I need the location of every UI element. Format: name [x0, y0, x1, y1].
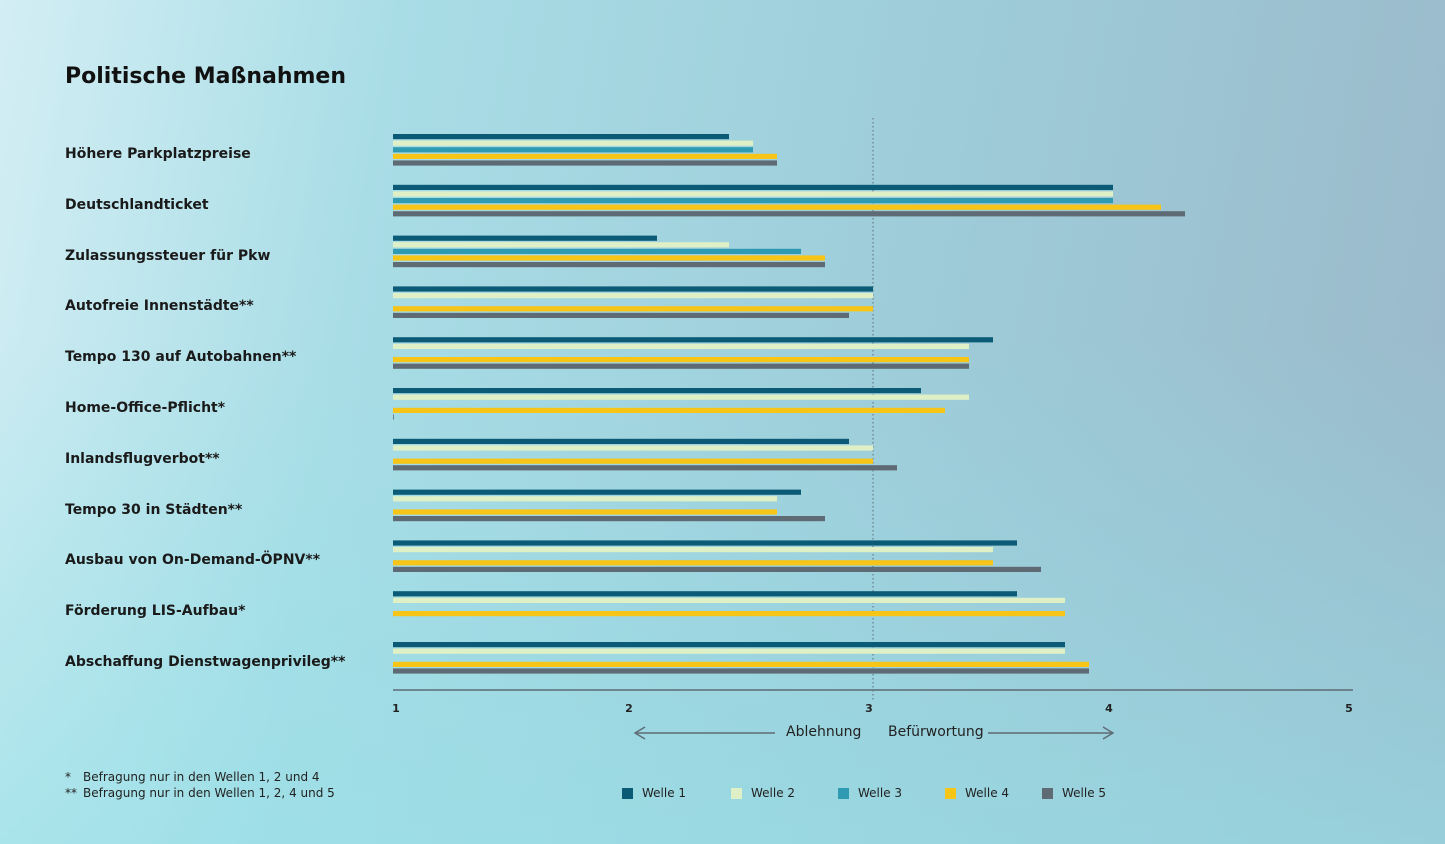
legend-label: Welle 2	[751, 786, 796, 800]
bar-welle-4	[393, 204, 1161, 210]
x-tick-label: 1	[392, 702, 400, 715]
bar-welle-1	[393, 235, 657, 241]
legend-item: Welle 4	[945, 786, 1009, 800]
bar-welle-1	[393, 540, 1017, 546]
x-tick-label: 5	[1345, 702, 1353, 715]
legend-label: Welle 5	[1062, 786, 1107, 800]
footnote-1: * Befragung nur in den Wellen 1, 2 und 4	[65, 770, 320, 784]
bar-welle-5	[393, 363, 969, 369]
category-label: Tempo 30 in Städten**	[65, 501, 243, 518]
bar-welle-4	[393, 661, 1089, 667]
bar-welle-2	[393, 242, 729, 248]
approval-arrowhead	[1102, 726, 1115, 740]
category-label: Ausbau von On-Demand-ÖPNV**	[65, 552, 321, 569]
bar-welle-2	[393, 445, 873, 451]
rejection-label: Ablehnung	[786, 724, 862, 740]
bar-welle-2	[393, 191, 1113, 197]
legend-item: Welle 3	[838, 786, 902, 800]
bar-welle-3	[393, 147, 753, 153]
bar-welle-5	[393, 566, 1041, 572]
bar-welle-2	[393, 496, 777, 502]
x-tick-label: 3	[865, 702, 873, 715]
category-label: Autofreie Innenstädte**	[65, 298, 254, 315]
bar-welle-1	[393, 134, 729, 140]
footnotes: * Befragung nur in den Wellen 1, 2 und 4 …	[65, 769, 335, 801]
bar-welle-2	[393, 293, 873, 299]
chart-title: Politische Maßnahmen	[65, 64, 346, 89]
bar-welle-4	[393, 611, 1065, 617]
bar-welle-1	[393, 642, 1065, 648]
bar-welle-4	[393, 306, 873, 312]
category-label: Höhere Parkplatzpreise	[65, 146, 251, 162]
bar-welle-5	[393, 516, 825, 522]
bar-welle-4	[393, 458, 873, 464]
legend-swatch	[622, 787, 633, 799]
category-label: Förderung LIS-Aufbau*	[65, 603, 246, 620]
bar-welle-4	[393, 509, 777, 515]
bar-welle-2	[393, 343, 969, 349]
bar-welle-5	[393, 668, 1089, 674]
bar-welle-1	[393, 337, 993, 343]
rejection-arrowhead	[633, 726, 646, 740]
bar-welle-4	[393, 357, 969, 363]
legend-item: Welle 1	[622, 786, 686, 800]
bar-welle-1	[393, 489, 801, 495]
legend-swatch	[1042, 787, 1053, 799]
legend-label: Welle 3	[858, 786, 903, 800]
bar-welle-1	[393, 184, 1113, 190]
category-label: Home-Office-Pflicht*	[65, 400, 226, 416]
legend-swatch	[731, 787, 742, 799]
legend-label: Welle 1	[642, 786, 687, 800]
category-label: Inlandsflugverbot**	[65, 450, 220, 467]
bar-welle-5	[393, 160, 777, 166]
category-label: Zulassungssteuer für Pkw	[65, 247, 271, 264]
bar-welle-4	[393, 407, 945, 413]
legend-label: Welle 4	[965, 786, 1010, 800]
bar-welle-2	[393, 394, 969, 400]
x-tick-label: 2	[625, 702, 633, 715]
bar-welle-4	[393, 560, 993, 566]
approval-label: Befürwortung	[888, 724, 984, 740]
bar-welle-1	[393, 286, 873, 292]
bar-welle-4	[393, 153, 777, 159]
bar-welle-1	[393, 438, 849, 444]
bar-welle-3	[393, 248, 801, 254]
bar-welle-5	[393, 211, 1185, 217]
bar-welle-5	[393, 465, 897, 471]
legend-swatch	[838, 787, 849, 799]
bar-welle-4	[393, 255, 825, 261]
legend-item: Welle 5	[1042, 786, 1106, 800]
category-label: Abschaffung Dienstwagenprivileg**	[65, 654, 346, 670]
bar-welle-2	[393, 547, 993, 553]
bar-welle-2	[393, 140, 753, 146]
footnote-2: ** Befragung nur in den Wellen 1, 2, 4 un…	[65, 786, 335, 800]
category-label: Tempo 130 auf Autobahnen**	[65, 349, 297, 366]
bar-welle-3	[393, 198, 1113, 204]
bar-welle-1	[393, 388, 921, 394]
bar-welle-5	[393, 262, 825, 268]
legend-swatch	[945, 787, 956, 799]
bar-welle-1	[393, 591, 1017, 597]
bar-welle-5	[393, 414, 394, 420]
bar-welle-5	[393, 312, 849, 318]
legend-item: Welle 2	[731, 786, 795, 800]
x-tick-label: 4	[1105, 702, 1113, 715]
category-label: Deutschlandticket	[65, 196, 209, 213]
bar-welle-2	[393, 648, 1065, 654]
bar-welle-2	[393, 597, 1065, 603]
